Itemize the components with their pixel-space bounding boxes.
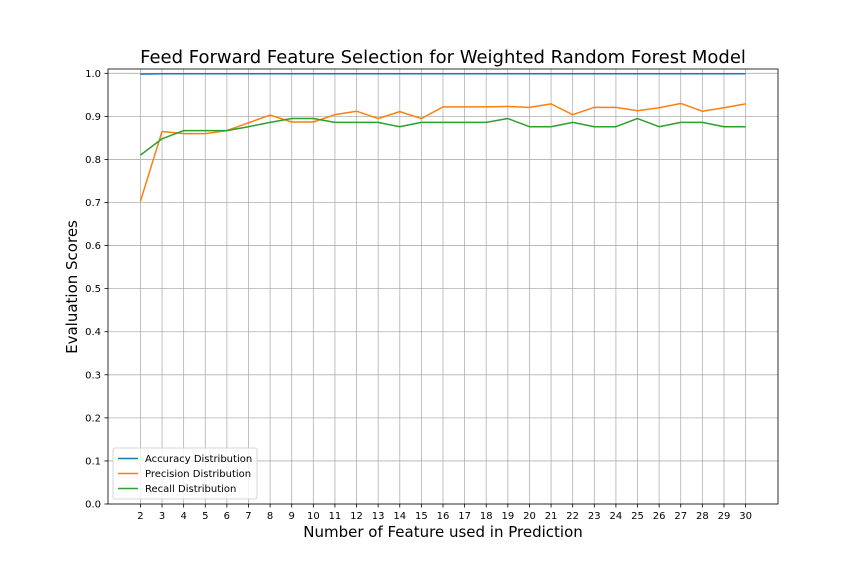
axis-ticks: 2 3 4 5 6 7 8 9 10 11 12 13 14 15 16 17 18 19 20 21 22 23 24 25…: [85, 69, 752, 522]
x-tick-label: 18: [480, 511, 493, 522]
y-tick-label: 0.4: [85, 327, 101, 338]
x-tick-label: 27: [674, 511, 687, 522]
x-tick-label: 30: [739, 511, 752, 522]
x-tick-label: 21: [545, 511, 558, 522]
y-tick-label: 1.0: [85, 69, 101, 80]
x-tick-label: 29: [718, 511, 731, 522]
x-axis-label: Number of Feature used in Prediction: [303, 523, 583, 541]
y-tick-label: 0.7: [85, 198, 101, 209]
x-tick-label: 22: [566, 511, 579, 522]
series-line-precision-distribution: [139, 102, 746, 202]
chart-title: Feed Forward Feature Selection for Weigh…: [140, 47, 746, 68]
y-tick-label: 0.5: [85, 284, 101, 295]
y-tick-label: 0.9: [85, 112, 101, 123]
y-axis-label: Evaluation Scores: [63, 220, 81, 354]
grid: [108, 69, 778, 505]
x-tick-label: 7: [245, 511, 251, 522]
x-tick-label: 12: [350, 511, 363, 522]
legend: Accuracy Distribution Precision Distribut…: [112, 447, 258, 500]
x-tick-label: 17: [458, 511, 471, 522]
x-tick-label: 5: [202, 511, 208, 522]
x-tick-label: 20: [523, 511, 536, 522]
x-tick-label: 23: [588, 511, 601, 522]
y-tick-label: 0.1: [85, 456, 101, 467]
x-tick-label: 16: [437, 511, 450, 522]
x-tick-label: 6: [224, 511, 230, 522]
x-tick-label: 2: [137, 511, 143, 522]
y-tick-label: 0.3: [85, 370, 101, 381]
x-tick-label: 13: [372, 511, 385, 522]
y-tick-label: 0.0: [85, 500, 101, 511]
x-tick-label: 25: [631, 511, 644, 522]
y-tick-label: 0.8: [85, 155, 101, 166]
legend-label: Precision Distribution: [145, 469, 251, 480]
x-tick-label: 4: [180, 511, 186, 522]
x-tick-label: 14: [393, 511, 406, 522]
x-tick-label: 15: [415, 511, 428, 522]
series-line-recall-distribution: [139, 117, 746, 156]
legend-label: Recall Distribution: [145, 484, 236, 495]
y-tick-label: 0.2: [85, 413, 101, 424]
x-tick-label: 9: [289, 511, 295, 522]
x-tick-label: 8: [267, 511, 273, 522]
x-tick-label: 19: [501, 511, 514, 522]
x-tick-label: 11: [329, 511, 342, 522]
x-tick-label: 10: [307, 511, 320, 522]
y-tick-label: 0.6: [85, 241, 101, 252]
x-tick-label: 28: [696, 511, 709, 522]
x-tick-label: 26: [653, 511, 666, 522]
legend-label: Accuracy Distribution: [145, 454, 252, 465]
legend-box: [112, 447, 258, 500]
series-lines: [139, 72, 746, 202]
x-tick-label: 3: [159, 511, 165, 522]
x-tick-label: 24: [610, 511, 623, 522]
